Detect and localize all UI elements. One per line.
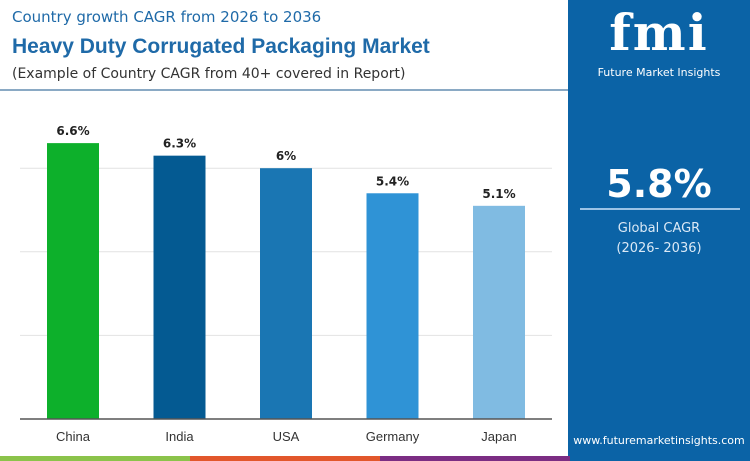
bar-germany — [366, 193, 419, 419]
bar-chart: 6.6% China 6.3% India 6% USA 5.4% Germany 5.1% Ja… — [20, 124, 552, 444]
period: (2026- 2036) — [616, 241, 702, 256]
x-tick-label: China — [56, 429, 91, 444]
chart-title: Heavy Duty Corrugated Packaging Market — [12, 35, 430, 58]
label: Global CAGR — [617, 221, 701, 236]
x-tick-label: Germany — [366, 429, 420, 444]
fmi-logo: fmi — [609, 3, 709, 62]
x-tick-label: India — [165, 429, 194, 444]
bar-china — [47, 143, 99, 419]
logo-subtitle: Future Market Insights — [597, 66, 721, 79]
bar-usa — [260, 168, 312, 419]
data-label: 6.6% — [56, 124, 89, 138]
bottom-bar-green — [0, 456, 190, 461]
website-link[interactable]: www.futuremarketinsights.com — [573, 434, 745, 447]
x-tick-label: Japan — [481, 429, 516, 444]
data-label: 6.3% — [163, 137, 196, 151]
bar-india — [153, 155, 206, 419]
bottom-bar-orange — [190, 456, 380, 461]
global-cagr-label: Global CAGR (2026- 2036) — [568, 219, 750, 259]
x-tick-label: USA — [273, 429, 300, 444]
divider — [580, 208, 740, 210]
divider — [0, 89, 568, 91]
data-label: 5.4% — [376, 174, 409, 188]
bar-japan — [473, 205, 525, 419]
side-panel: fmi Future Market Insights 5.8% Global C… — [568, 0, 750, 461]
chart-note: (Example of Country CAGR from 40+ covere… — [12, 66, 406, 82]
bottom-bar-purple — [380, 456, 570, 461]
chart-subtitle: Country growth CAGR from 2026 to 2036 — [12, 8, 322, 26]
global-cagr-value: 5.8% — [606, 162, 712, 206]
data-label: 6% — [276, 149, 296, 163]
data-label: 5.1% — [482, 187, 515, 201]
